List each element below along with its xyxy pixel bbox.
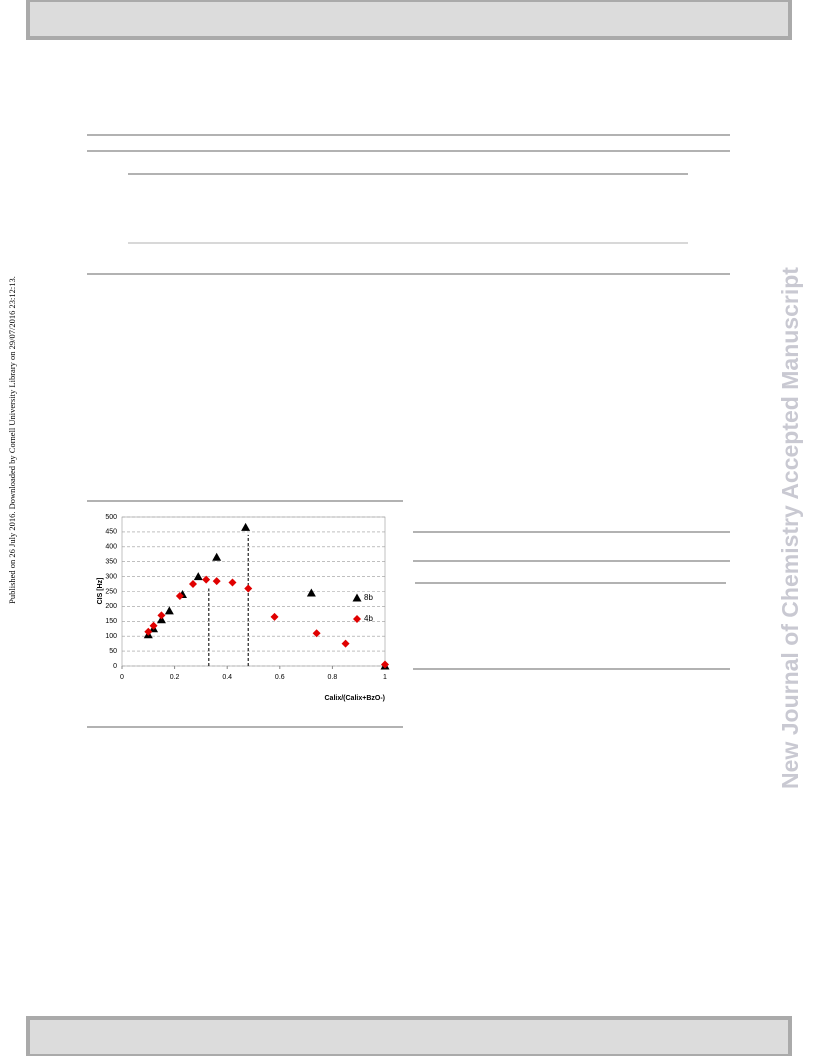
y-tick-label: 450 — [105, 529, 117, 536]
y-tick-label: 350 — [105, 559, 117, 566]
y-tick-label: 400 — [105, 544, 117, 551]
y-tick-label: 200 — [105, 603, 117, 610]
y-tick-label: 100 — [105, 633, 117, 640]
y-tick-label: 500 — [105, 514, 117, 521]
point — [164, 606, 174, 615]
x-tick-label: 0 — [120, 674, 124, 681]
side-note: Published on 26 July 2016. Downloaded by… — [7, 276, 17, 604]
point — [149, 621, 158, 630]
point — [157, 611, 166, 620]
x-tick-label: 0.8 — [328, 674, 338, 681]
point — [241, 522, 251, 531]
legend-label: 8b — [364, 593, 373, 602]
point — [144, 627, 153, 636]
x-tick-label: 0.6 — [275, 674, 285, 681]
y-axis-label: CIS [Hz] — [97, 578, 104, 605]
footer-bar — [26, 1016, 792, 1056]
point — [175, 591, 184, 600]
point — [312, 629, 321, 638]
legend-label: 4b — [364, 614, 373, 623]
y-tick-label: 250 — [105, 588, 117, 595]
point — [193, 572, 203, 581]
legend-marker — [352, 593, 362, 602]
point — [212, 577, 221, 586]
point — [381, 660, 389, 669]
point — [228, 578, 237, 587]
point — [202, 575, 211, 584]
x-tick-label: 0.4 — [222, 674, 232, 681]
x-tick-label: 1 — [383, 674, 387, 681]
point — [212, 552, 222, 561]
y-tick-label: 0 — [113, 663, 117, 670]
y-tick-label: 50 — [109, 648, 117, 655]
y-tick-label: 300 — [105, 573, 117, 580]
x-axis-label: Calix/(Calix+BzO-) — [325, 695, 386, 702]
point — [244, 584, 253, 593]
watermark: New Journal of Chemistry Accepted Manusc… — [777, 267, 803, 789]
y-tick-label: 150 — [105, 618, 117, 625]
header-bar — [26, 0, 792, 40]
point — [306, 588, 316, 597]
point — [189, 580, 198, 589]
point — [270, 612, 279, 621]
x-tick-label: 0.2 — [170, 674, 180, 681]
legend-marker — [353, 615, 361, 623]
point — [341, 639, 350, 648]
